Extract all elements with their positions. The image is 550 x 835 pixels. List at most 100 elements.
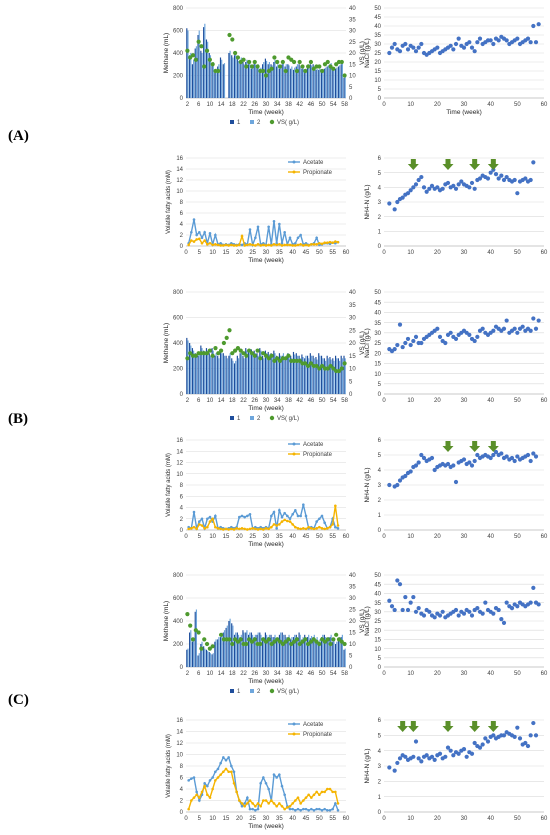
c-nh4-point: [528, 733, 533, 738]
b-vfa-series-point: [248, 527, 252, 531]
c-nacl-point: [411, 594, 416, 600]
b-vfa-series-point: [200, 524, 204, 527]
c-methane-bar: [271, 637, 273, 667]
a-nh4-point: [395, 199, 400, 205]
b-nacl-point: [536, 318, 541, 323]
a-vfa-series-point: [272, 219, 276, 223]
a-nacl-ytick-label: 15: [374, 69, 381, 75]
c-methane-vs-point: [322, 639, 328, 644]
b-vfa-series-point: [288, 520, 292, 523]
c-methane-bar: [332, 641, 334, 667]
c-methane-bar: [217, 639, 219, 667]
b-vfa-series-point: [334, 504, 337, 508]
a-methane-vs-point: [275, 59, 280, 65]
b-nh4-point: [475, 452, 480, 458]
c-methane-bar: [292, 637, 295, 667]
c-methane-xtick-label: 26: [251, 671, 258, 677]
panel-label-c: (C): [8, 692, 29, 708]
b-nh4-point: [499, 451, 504, 456]
a-methane-vs-point: [188, 55, 193, 60]
b-nacl-ytick-label: 5: [378, 382, 382, 388]
c-methane-xtick-label: 14: [218, 671, 225, 677]
c-nh4-point: [517, 736, 523, 741]
c-methane-vs-point: [280, 641, 285, 647]
c-methane-bar: [287, 637, 289, 667]
a-methane-bar: [312, 64, 314, 98]
a-methane-bar: [302, 67, 304, 98]
c-methane-bar: [246, 630, 248, 667]
a-methane-bar: [187, 30, 189, 98]
a-methane-bar: [262, 64, 264, 98]
c-vfa-ytick-label: 0: [180, 810, 184, 816]
b-methane-vs-point: [235, 346, 241, 351]
c-nh4-point: [424, 753, 429, 758]
a-methane-bar: [205, 39, 208, 98]
b-methane-bar: [209, 355, 212, 394]
c-vfa-series-point: [328, 787, 332, 791]
b-nacl-point: [480, 326, 485, 331]
a-vfa-series-point: [267, 225, 270, 229]
b-vfa-series-point: [272, 523, 276, 526]
b-methane-xtick-label: 46: [308, 398, 315, 404]
a-nacl-point: [496, 38, 501, 43]
c-methane-bar: [296, 637, 299, 667]
c-methane-bar: [190, 630, 192, 667]
c-vfa-series-point: [219, 773, 222, 776]
c-methane-bar: [313, 634, 315, 667]
a-vfa-xtick-label: 5: [198, 250, 202, 256]
b-methane-y2tick-label: 5: [349, 379, 353, 385]
a-methane-y2tick-label: 35: [349, 17, 356, 23]
b-vfa-series-point: [256, 528, 260, 531]
a-vfa-series-point: [222, 244, 225, 247]
b-methane-bar: [344, 358, 346, 394]
b-methane-vs-point: [221, 340, 226, 346]
c-nacl-point: [515, 604, 520, 609]
c-nh4-point: [413, 739, 419, 744]
b-methane-bar: [256, 353, 258, 394]
c-nacl-point: [392, 607, 397, 613]
c-methane-bar: [315, 639, 317, 667]
a-nh4-point: [451, 183, 456, 188]
c-methane-bar: [212, 653, 214, 667]
b-methane-y2tick-label: 15: [349, 354, 356, 360]
c-methane-bar: [253, 637, 255, 667]
b-vfa-series-point: [264, 527, 268, 530]
b-methane-bar: [287, 353, 289, 394]
c-nh4-ylabel: NH4-N (g/L): [364, 748, 371, 783]
c-nacl-chart: 0 5 10 15 20 25 30 35 40 45 50 0 10 20 30 40 50 60 NaCl (g…: [364, 573, 548, 677]
c-nh4-point: [523, 740, 528, 746]
b-nacl-ytick-label: 25: [374, 341, 381, 347]
c-methane-bar: [247, 634, 250, 667]
a-vfa-series-point: [232, 244, 236, 247]
c-vfa-series-point: [206, 793, 209, 797]
b-methane-xtick-label: 14: [218, 398, 225, 404]
b-methane-bar: [218, 358, 220, 394]
c-vfa-series-point: [195, 790, 198, 794]
b-methane-vs-point: [277, 358, 283, 363]
b-nh4-point: [491, 452, 496, 458]
c-vfa-xtick-label: 0: [184, 816, 188, 822]
b-methane-vs-point: [308, 361, 314, 366]
b-methane-vs-point: [244, 353, 249, 358]
c-vfa-xtick-label: 60: [343, 816, 350, 822]
c-methane-bar: [257, 632, 259, 667]
b-nacl-ytick-label: 30: [374, 331, 381, 337]
c-vfa-series-point: [227, 756, 230, 759]
c-methane-bar: [250, 632, 252, 667]
b-vfa-series-point: [283, 511, 286, 515]
b-methane-vs-point: [328, 363, 333, 369]
c-nacl-xtick-label: 20: [434, 671, 441, 677]
c-vfa-series-point: [275, 776, 278, 779]
c-vfa-series-point: [296, 807, 300, 811]
c-vfa-series-point: [336, 802, 340, 805]
c-methane-bar: [340, 637, 342, 667]
c-methane-xtick-label: 22: [240, 671, 247, 677]
b-nh4-point: [525, 452, 531, 458]
c-nacl-point: [395, 578, 400, 583]
c-nh4-ytick-label: 0: [378, 810, 382, 816]
a-methane-bar: [237, 60, 240, 98]
b-vfa-ytick-label: 6: [180, 494, 184, 500]
c-nh4-xtick-label: 50: [514, 816, 521, 822]
a-vfa-series-point: [214, 233, 217, 237]
a-methane-ytick-label: 200: [173, 74, 184, 80]
